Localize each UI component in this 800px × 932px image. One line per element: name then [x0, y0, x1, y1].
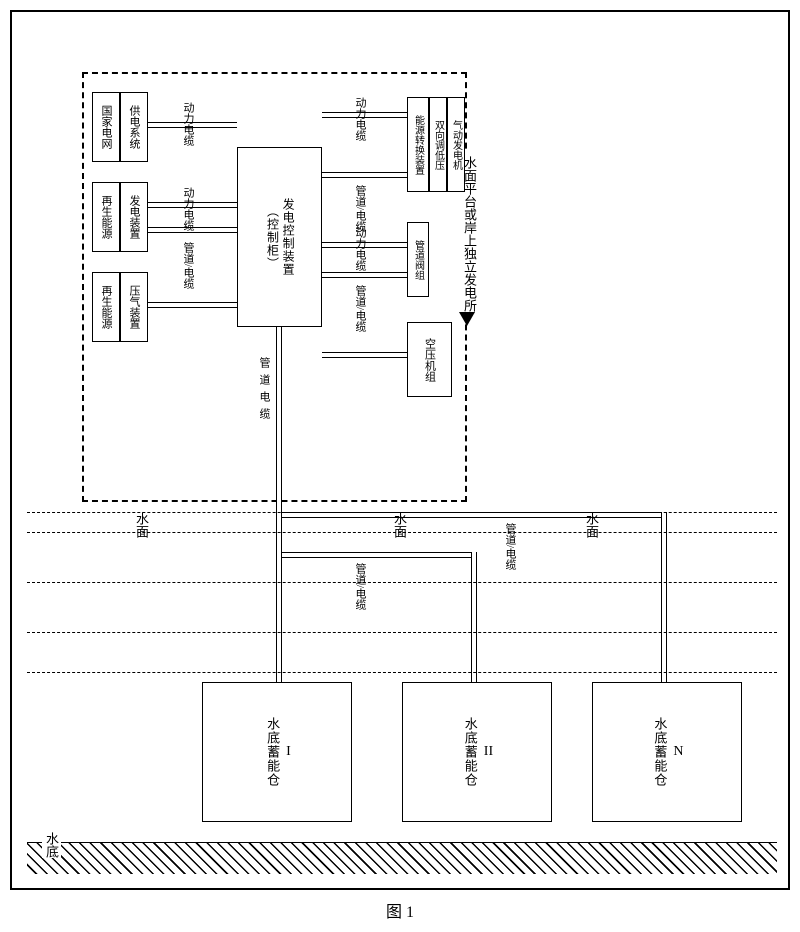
- diagram-frame: 水面平台或岸上独立发电所 国家电网 供电系统 再生能源 发电装置 再生能源 压气…: [10, 10, 790, 890]
- surface-label-2: 水面: [390, 512, 409, 538]
- box-renew-gen-a: 再生能源: [92, 182, 120, 252]
- water-dash-2: [27, 632, 777, 633]
- label: 气动发电机: [451, 120, 462, 170]
- label: 管道阀组: [413, 240, 424, 280]
- control-line2: （控制柜）: [264, 198, 280, 276]
- box-grid-b: 供电系统: [120, 92, 148, 162]
- pipe-branch-2h: [282, 552, 477, 558]
- box-grid-a: 国家电网: [92, 92, 120, 162]
- box-bidir-a: 双向调低压: [429, 97, 447, 192]
- water-dash-3: [27, 672, 777, 673]
- box-renew-air-a: 再生能源: [92, 272, 120, 342]
- label: 再生能源: [100, 285, 112, 329]
- tank-n-num: N: [673, 744, 683, 760]
- cable-label-b2: 管道/电缆: [352, 563, 368, 610]
- box-renew-air-b: 压气装置: [120, 272, 148, 342]
- pipe-branch-2v: [471, 552, 477, 682]
- tank-1-num: I: [286, 744, 291, 760]
- pipe-right-2: [322, 172, 407, 178]
- figure-label: 图 1: [10, 898, 790, 922]
- pipe-right-4: [322, 272, 407, 278]
- tank-n-label: 水底蓄能仓: [650, 717, 667, 787]
- arrow-marker: [459, 312, 475, 326]
- cable-label-b3: 管道/电缆: [502, 523, 518, 570]
- box-bidir-b: 气动发电机: [447, 97, 465, 192]
- water-dash-1: [27, 582, 777, 583]
- box-valve: 管道阀组: [407, 222, 429, 297]
- label: 空压机组: [423, 338, 435, 382]
- pipe-left-2a: [148, 202, 237, 208]
- label: 发电装置: [128, 195, 140, 239]
- tank-1-label: 水底蓄能仓: [263, 717, 280, 787]
- surface-label-1: 水面: [132, 512, 151, 538]
- control-box: 发电控制装置 （控制柜）: [237, 147, 322, 327]
- label: 压气装置: [128, 285, 140, 329]
- tank-2-label: 水底蓄能仓: [461, 717, 478, 787]
- tank-2-num: II: [484, 744, 493, 760]
- label: 双向调低压: [433, 120, 444, 170]
- pipe-left-1: [148, 122, 237, 128]
- seafloor-hatch: [27, 842, 777, 874]
- box-compressor: 空压机组: [407, 322, 452, 397]
- surface-label-3: 水面: [582, 512, 601, 538]
- label: 国家电网: [100, 105, 112, 149]
- tank-1: 水底蓄能仓 I: [202, 682, 352, 822]
- box-convert: 能源转换装置: [407, 97, 429, 192]
- pipe-right-1: [322, 112, 407, 118]
- pipe-right-3: [322, 242, 407, 248]
- vert-cable-label: 管道电缆: [256, 357, 272, 425]
- pipe-branch-3v: [661, 512, 667, 682]
- tank-n: 水底蓄能仓 N: [592, 682, 742, 822]
- bottom-label: 水底: [42, 832, 61, 858]
- pipe-left-2b: [148, 227, 237, 233]
- label: 再生能源: [100, 195, 112, 239]
- label: 能源转换装置: [413, 115, 424, 175]
- label: 供电系统: [128, 105, 140, 149]
- box-renew-gen-b: 发电装置: [120, 182, 148, 252]
- pipe-left-3: [148, 302, 237, 308]
- tank-2: 水底蓄能仓 II: [402, 682, 552, 822]
- control-line1: 发电控制装置: [280, 198, 296, 276]
- pipe-right-5: [322, 352, 407, 358]
